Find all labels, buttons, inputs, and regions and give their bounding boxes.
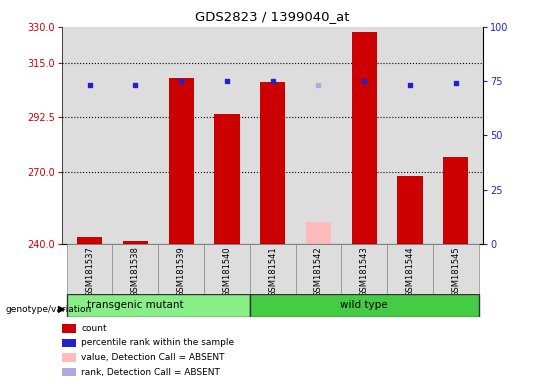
Text: GSM181541: GSM181541 xyxy=(268,247,277,297)
Text: GSM181542: GSM181542 xyxy=(314,247,323,297)
Bar xyxy=(387,244,433,294)
Text: GSM181544: GSM181544 xyxy=(406,247,415,297)
Bar xyxy=(168,78,194,244)
Bar xyxy=(306,222,331,244)
Text: GSM181538: GSM181538 xyxy=(131,247,140,297)
Bar xyxy=(214,114,240,244)
Bar xyxy=(66,244,112,294)
Bar xyxy=(443,157,468,244)
Bar xyxy=(397,176,423,244)
Text: GSM181539: GSM181539 xyxy=(177,247,186,297)
Text: ▶: ▶ xyxy=(58,304,66,314)
Bar xyxy=(295,244,341,294)
Text: GSM181540: GSM181540 xyxy=(222,247,232,297)
Text: rank, Detection Call = ABSENT: rank, Detection Call = ABSENT xyxy=(81,367,220,377)
Text: percentile rank within the sample: percentile rank within the sample xyxy=(81,338,234,348)
Bar xyxy=(77,237,102,244)
Text: wild type: wild type xyxy=(340,300,388,310)
Text: value, Detection Call = ABSENT: value, Detection Call = ABSENT xyxy=(81,353,225,362)
Title: GDS2823 / 1399040_at: GDS2823 / 1399040_at xyxy=(195,10,350,23)
Bar xyxy=(204,244,250,294)
Bar xyxy=(352,32,377,244)
Text: GSM181543: GSM181543 xyxy=(360,247,369,297)
Bar xyxy=(433,244,479,294)
Text: genotype/variation: genotype/variation xyxy=(5,305,92,314)
Text: GSM181545: GSM181545 xyxy=(451,247,460,297)
Bar xyxy=(158,244,204,294)
Text: GSM181537: GSM181537 xyxy=(85,247,94,297)
Bar xyxy=(341,244,387,294)
Bar xyxy=(123,242,148,244)
Text: count: count xyxy=(81,324,106,333)
Bar xyxy=(250,244,295,294)
Text: transgenic mutant: transgenic mutant xyxy=(87,300,184,310)
Bar xyxy=(260,82,285,244)
Bar xyxy=(250,294,479,317)
Bar xyxy=(112,244,158,294)
Bar xyxy=(66,294,250,317)
